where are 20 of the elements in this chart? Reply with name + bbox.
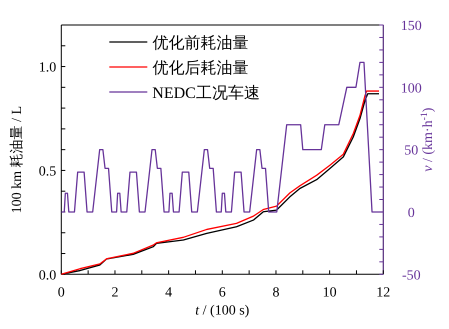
y-tick-label: 1.0	[38, 60, 56, 76]
x-axis-title: t / (100 s)	[195, 303, 250, 318]
legend-label: 优化后耗油量	[152, 59, 248, 77]
legend-label: 优化前耗油量	[152, 34, 248, 52]
x-tick-label: 10	[322, 285, 337, 300]
x-tick-label: 2	[111, 285, 118, 300]
y-tick-label: 0.5	[38, 164, 56, 180]
x-tick-label: 0	[58, 285, 65, 300]
y2-tick-label: 150	[400, 19, 422, 34]
x-tick-label: 8	[272, 285, 280, 300]
x-tick-label: 6	[218, 285, 226, 300]
y-axis-title: 100 km 耗油量 / L	[9, 106, 25, 214]
y2-tick-label: -50	[402, 268, 421, 284]
y2-tick-label: 100	[400, 81, 422, 96]
x-tick-label: 4	[165, 285, 172, 300]
y-tick-label: 0.0	[38, 268, 56, 284]
x-tick-label: 12	[376, 285, 390, 300]
y2-tick-label: 0	[408, 206, 415, 221]
y2-tick-label: 50	[404, 144, 418, 159]
legend-label: NEDC工况车速	[152, 84, 260, 102]
